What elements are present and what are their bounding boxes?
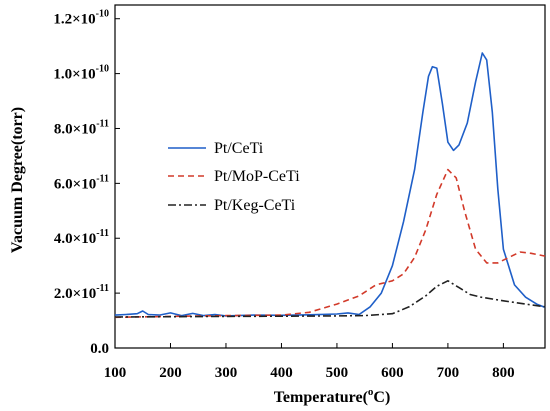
series-line-1 [114,168,546,319]
x-tick-label-4: 500 [326,365,349,381]
y-axis-title: Vacuum Degree(torr) [9,107,26,253]
legend-label-1: Pt/MoP-CeTi [214,168,300,185]
series-line-2 [114,280,546,318]
x-tick-label-6: 700 [437,365,460,381]
ticks-layer: 100 200 300 400 500 600 700 800 0.0 2.0×10-11 4.0×… [53,9,514,381]
series-line-0 [114,52,546,317]
series-layer [114,52,546,319]
x-tick-label-2: 300 [215,365,238,381]
x-tick-label-7: 800 [492,365,515,381]
legend-label-0: Pt/CeTi [214,140,264,157]
legend: Pt/CeTi Pt/MoP-CeTi Pt/Keg-CeTi [168,140,300,214]
y-tick-label-1: 2.0×10-11 [54,283,109,302]
y-tick-label-4: 8.0×10-11 [54,118,109,137]
x-tick-label-0: 100 [104,365,127,381]
x-tick-label-3: 400 [270,365,293,381]
x-tick-label-5: 600 [381,365,404,381]
y-tick-label-6: 1.2×10-10 [53,9,109,28]
y-tick-label-3: 6.0×10-11 [54,173,109,192]
plot-frame [114,4,546,349]
y-tick-label-5: 1.0×10-10 [53,64,109,83]
y-tick-label-0: 0.0 [90,341,109,357]
x-axis-title: Temperature(oC) [274,386,391,406]
y-tick-label-2: 4.0×10-11 [54,228,109,247]
x-tick-label-1: 200 [159,365,182,381]
legend-label-2: Pt/Keg-CeTi [214,197,296,214]
